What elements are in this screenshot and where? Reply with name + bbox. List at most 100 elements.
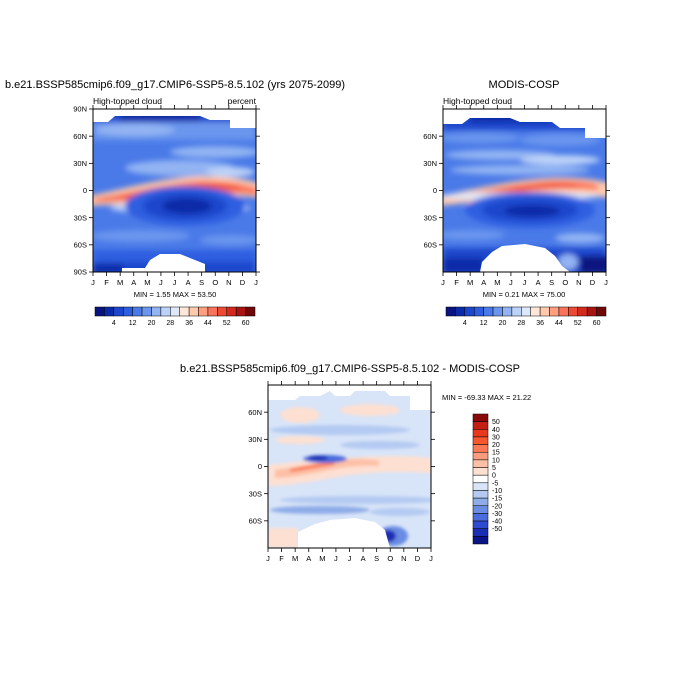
panel-diff-ytick-label-2: 0 [258,462,262,471]
panel-model-xtick-label-10: N [226,278,231,287]
colorbar-obs-swatch-1 [455,306,466,317]
colorbar-diff-swatch-8 [472,474,489,484]
panel-obs-xtick-label-12: J [604,278,608,287]
colorbar-obs: 4 12 20 28 36 44 52 60 [445,306,607,327]
colorbar-diff-label-4: 15 [492,450,500,457]
colorbar-diff-swatch-6 [472,459,489,468]
colorbar-diff-swatch-14 [472,520,489,529]
panel-diff-xtick-label-2: M [292,554,298,563]
panel-model-ytick-label-1: 60N [73,132,87,141]
panel-obs-xtick-label-2: M [467,278,473,287]
colorbar-obs-label-0: 4 [463,320,467,327]
panel-diff-ytick-label-1: 30N [248,435,262,444]
colorbar-model: 4 12 20 28 36 44 52 60 [94,306,256,327]
colorbar-model-label-4: 36 [185,320,193,327]
panel-diff-xtick-label-0: J [266,554,270,563]
panel-model-y-axis: 90N 60N 30N 0 30S 60S 90S [73,105,260,277]
panel-model-ytick-label-6: 90S [74,268,87,277]
colorbar-model-swatch-9 [179,306,190,317]
colorbar-diff-swatch-15 [472,528,489,537]
colorbar-model-swatch-8 [170,306,180,317]
panel-model-xtick-label-8: S [199,278,204,287]
colorbar-diff-label-13: -40 [492,519,502,526]
panel-diff-xtick-label-10: N [401,554,406,563]
panel-obs-variable-label: High-topped cloud [443,96,512,106]
colorbar-obs-swatch-5 [492,306,503,317]
colorbar-obs-swatch-8 [521,306,531,317]
colorbar-obs-swatch-13 [568,306,579,317]
colorbar-obs-label-3: 28 [517,320,525,327]
panel-diff-field [268,385,431,548]
panel-diff-xtick-label-1: F [279,554,284,563]
panel-diff-ytick-label-0: 60N [248,408,262,417]
colorbar-model-swatch-3 [122,306,133,317]
colorbar-diff-swatch-3 [472,436,489,445]
panel-obs-xtick-label-0: J [441,278,445,287]
panel-diff-stats: MIN = -69.33 MAX = 21.22 [442,393,531,402]
colorbar-obs-swatch-6 [502,306,513,317]
colorbar-obs-label-5: 44 [555,320,563,327]
panel-model-xtick-label-2: M [117,278,123,287]
panel-diff: b.e21.BSSP585cmip6.f09_g17.CMIP6-SSP5-8.… [180,363,531,563]
panel-diff-ytick-label-3: 30S [249,489,262,498]
panel-obs: MODIS-COSP High-topped cloud [423,79,610,327]
colorbar-model-swatch-13 [217,306,228,317]
panel-model-xtick-label-12: J [254,278,258,287]
colorbar-model-swatch-1 [104,306,115,317]
colorbar-obs-swatch-11 [549,306,560,317]
colorbar-diff-label-12: -30 [492,511,502,518]
colorbar-diff-swatch-5 [472,451,489,461]
colorbar-obs-label-2: 20 [499,320,507,327]
colorbar-diff-label-2: 30 [492,434,500,441]
colorbar-model-swatch-4 [132,306,143,317]
panel-obs-ytick-label-0: 60N [423,132,437,141]
panel-diff-xtick-label-4: M [319,554,325,563]
panel-obs-xtick-label-3: A [481,278,486,287]
panel-obs-ytick-label-2: 0 [433,186,437,195]
colorbar-obs-swatch-0 [445,306,456,317]
colorbar-obs-label-7: 60 [593,320,601,327]
colorbar-model-label-6: 52 [223,320,231,327]
colorbar-model-label-0: 4 [112,320,116,327]
panel-model-xtick-label-1: F [104,278,109,287]
colorbar-obs-swatch-2 [464,306,475,317]
colorbar-obs-swatch-15 [586,306,597,317]
panel-model-ytick-label-2: 30N [73,159,87,168]
colorbar-diff-label-5: 10 [492,457,500,464]
colorbar-diff-swatch-4 [472,444,489,453]
panel-diff-xtick-label-3: A [306,554,311,563]
colorbar-model-label-5: 44 [204,320,212,327]
colorbar-model-swatch-14 [226,306,237,317]
colorbar-obs-swatch-10 [539,306,550,317]
colorbar-obs-swatch-3 [473,306,484,317]
panel-diff-xtick-label-11: D [415,554,421,563]
colorbar-model-swatch-12 [207,306,218,317]
panel-obs-title: MODIS-COSP [489,79,560,91]
colorbar-diff-label-7: 0 [492,473,496,480]
colorbar-diff-swatch-7 [472,467,489,476]
colorbar-model-swatch-0 [94,306,105,317]
colorbar-diff-label-1: 40 [492,427,500,434]
colorbar-model-swatch-5 [141,306,152,317]
panel-diff-ytick-label-4: 60S [249,516,262,525]
panel-model-stats: MIN = 1.55 MAX = 53.50 [134,290,217,299]
panel-diff-xtick-label-7: A [361,554,366,563]
colorbar-model-swatch-16 [245,306,256,317]
panel-obs-stats: MIN = 0.21 MAX = 75.00 [483,290,566,299]
panel-obs-xtick-label-9: O [562,278,568,287]
colorbar-model-swatch-11 [198,306,209,317]
panel-model-ytick-label-5: 60S [74,240,87,249]
colorbar-obs-swatch-16 [596,306,607,317]
panel-diff-xtick-label-8: S [374,554,379,563]
panel-diff-title: b.e21.BSSP585cmip6.f09_g17.CMIP6-SSP5-8.… [180,363,520,375]
panel-model-xtick-label-5: J [159,278,163,287]
panel-obs-xtick-label-6: J [523,278,527,287]
panel-model-units-label: percent [228,96,257,106]
colorbar-diff-swatch-13 [472,513,489,522]
panel-obs-ytick-label-4: 60S [424,240,437,249]
panel-model-ytick-label-0: 90N [73,105,87,114]
colorbar-diff-label-11: -20 [492,503,502,510]
